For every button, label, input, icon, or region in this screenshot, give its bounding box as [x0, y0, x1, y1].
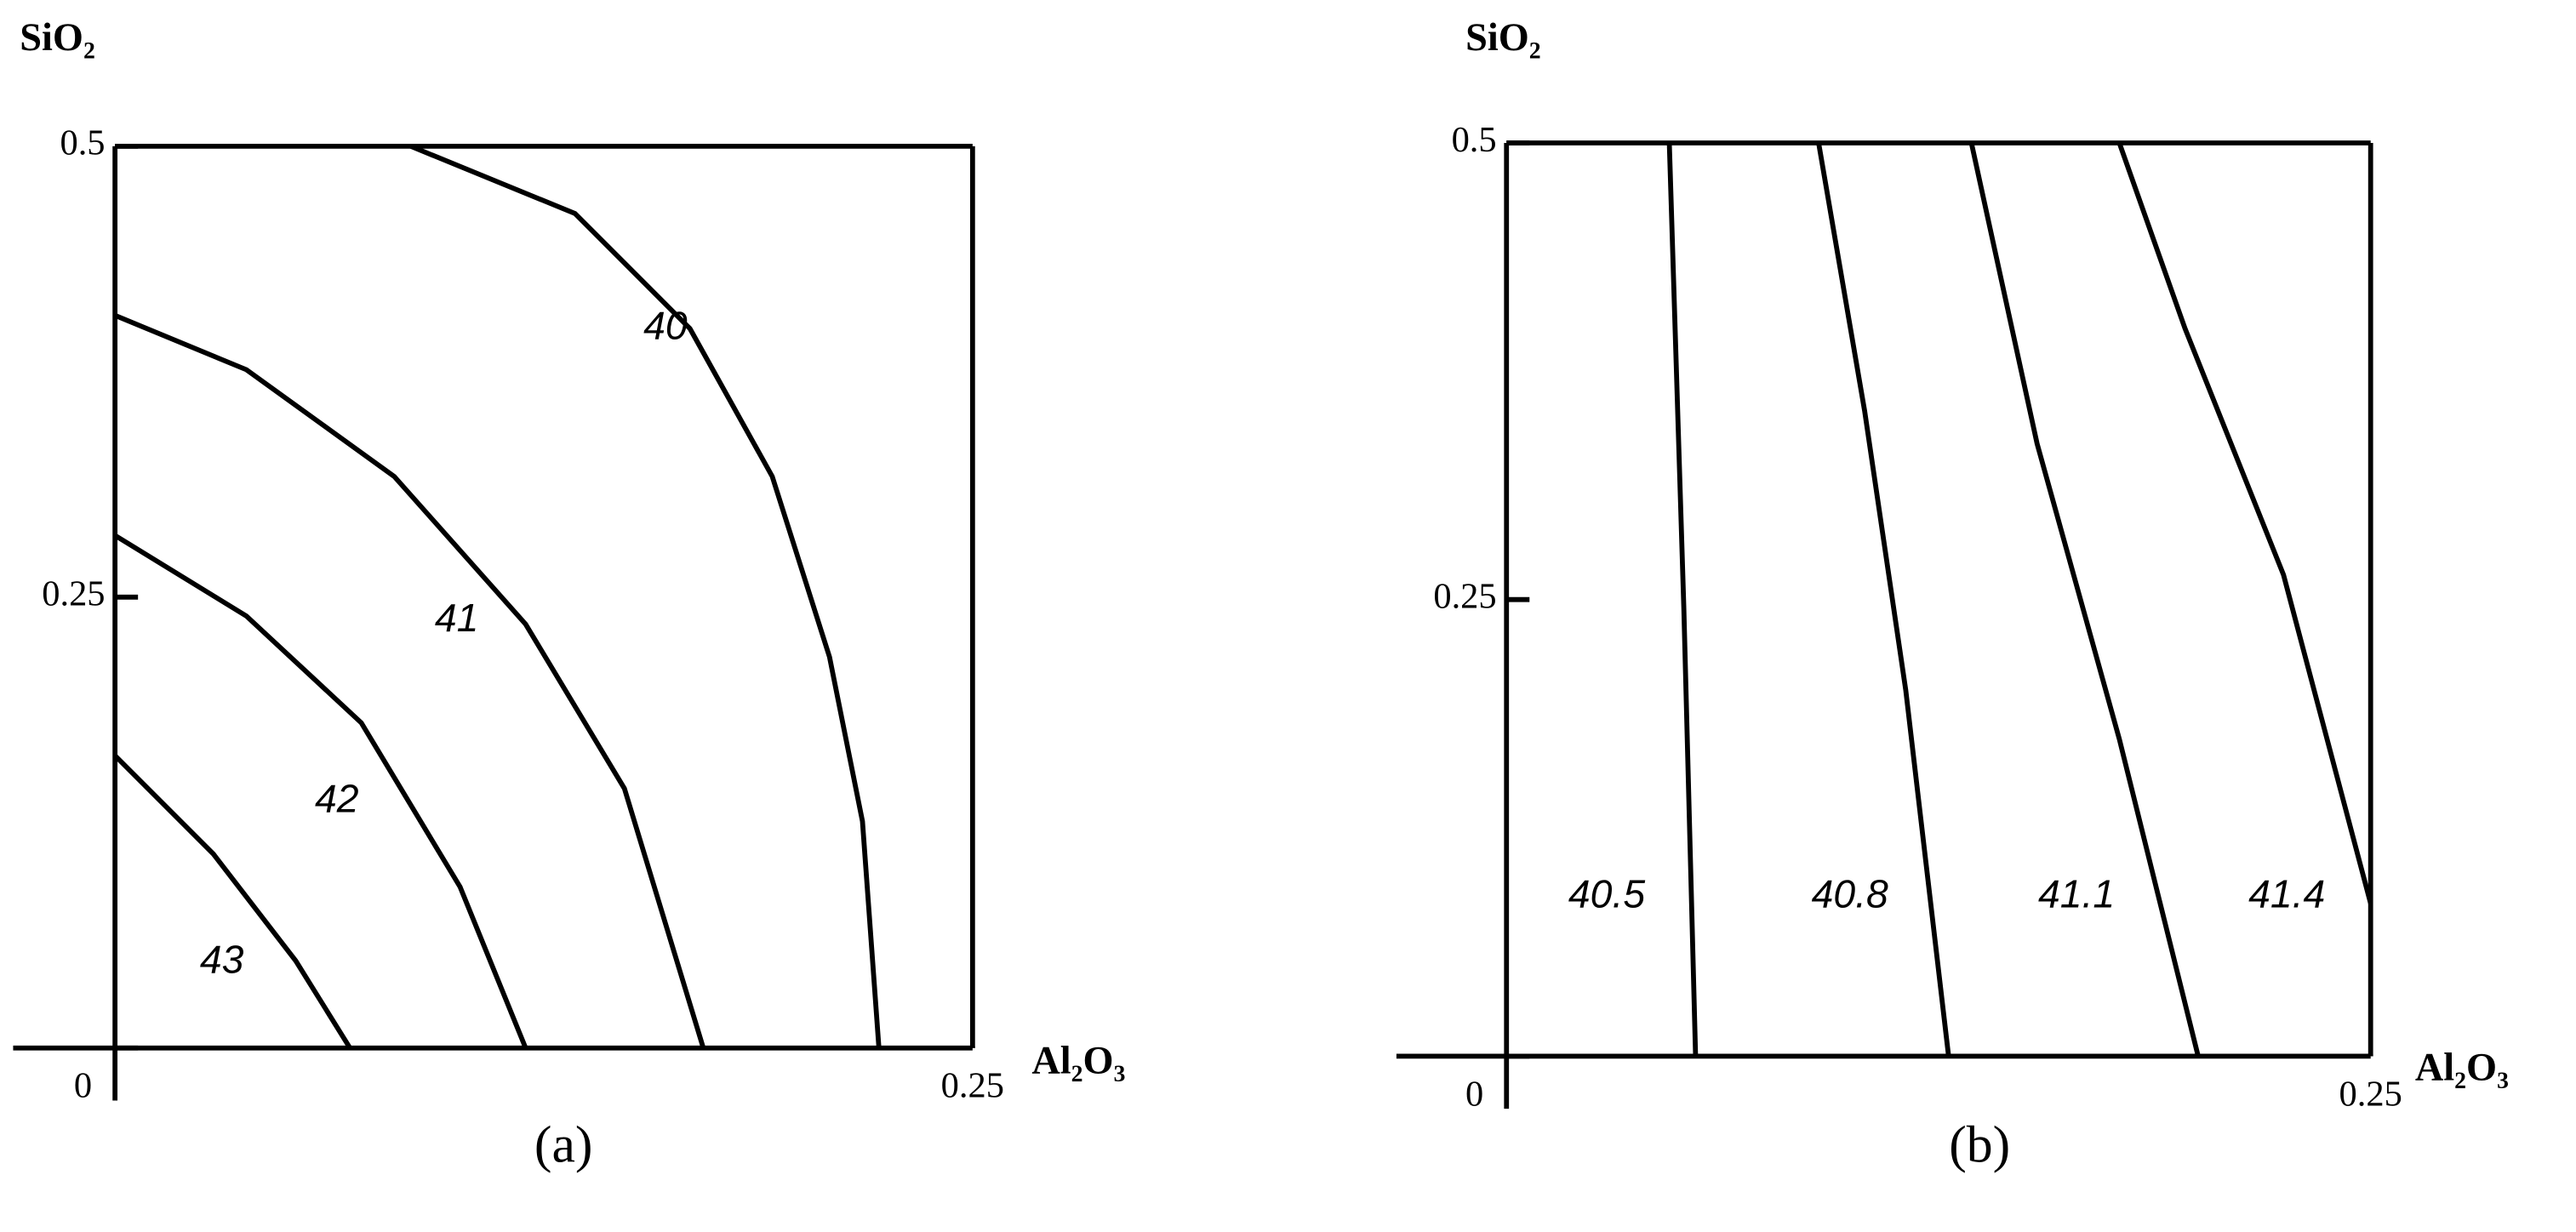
x-axis-label: Al₂O₃ — [2415, 1046, 2509, 1089]
contour-line — [2116, 142, 2373, 904]
x-axis-label: Al₂O₃ — [1031, 1040, 1125, 1083]
y-tick-label: 0.5 — [60, 123, 105, 163]
contour-label: 42 — [315, 776, 359, 820]
contour-label: 40.5 — [1568, 871, 1645, 915]
panel-label: (b) — [1949, 1116, 2010, 1174]
contour-line — [1816, 142, 1951, 1057]
panel-label: (a) — [534, 1116, 593, 1174]
contour-label: 41.1 — [2038, 871, 2115, 915]
contour-line — [409, 144, 882, 1048]
y-tick-label: 0.25 — [42, 574, 105, 614]
contour-label: 40 — [643, 303, 688, 347]
contour-label: 40.8 — [1812, 871, 1888, 915]
contour-line — [113, 533, 528, 1049]
y-axis-label: SiO₂ — [1465, 16, 1541, 60]
contour-line — [114, 313, 706, 1049]
x-tick-label: 0.25 — [2339, 1074, 2402, 1114]
x-tick-label: 0.25 — [941, 1066, 1004, 1106]
y-tick-label: 0 — [1465, 1074, 1483, 1114]
y-tick-label: 0.5 — [1452, 120, 1497, 160]
y-tick-label: 0.25 — [1433, 576, 1496, 616]
y-tick-label: 0 — [74, 1066, 92, 1106]
contour-line — [113, 754, 352, 1050]
contour-label: 41.4 — [2248, 871, 2325, 915]
contour-label: 43 — [200, 938, 244, 982]
contour-label: 41 — [435, 596, 479, 640]
contour-line — [1968, 142, 2201, 1058]
y-axis-label: SiO₂ — [20, 16, 95, 60]
contour-line — [1666, 142, 1699, 1057]
